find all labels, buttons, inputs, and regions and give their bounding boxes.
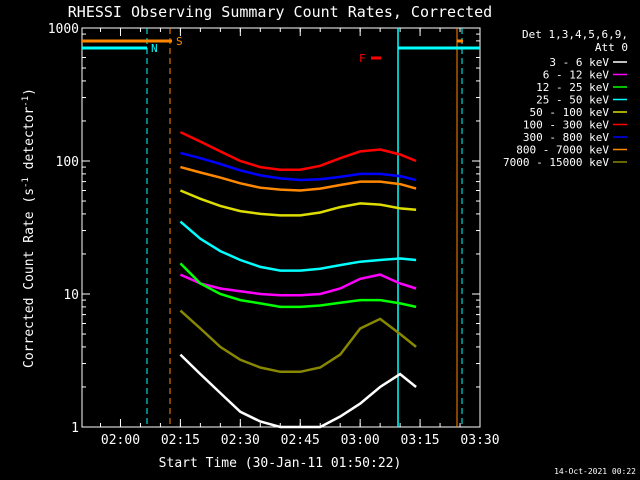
x-tick-label: 02:15 (161, 433, 200, 448)
y-tick-label: 1 (71, 421, 79, 436)
series-line-7 (180, 165, 417, 192)
x-tick-label: 02:45 (281, 433, 320, 448)
legend-label-6: 300 - 800 keV (523, 131, 609, 144)
series-line-8 (179, 309, 417, 374)
legend-title-line2: Att 0 (595, 41, 628, 54)
series-line-3 (179, 220, 417, 272)
legend-label-5: 100 - 300 keV (523, 119, 609, 132)
legend-label-3: 25 - 50 keV (536, 94, 609, 107)
night-marker: N (151, 42, 158, 55)
series-line-2 (179, 262, 417, 309)
x-tick-label: 03:30 (460, 433, 499, 448)
series-line-0 (179, 353, 417, 429)
series-lines (179, 130, 417, 429)
chart-title: RHESSI Observing Summary Count Rates, Co… (68, 3, 492, 21)
series-line-5 (179, 130, 417, 171)
legend-label-7: 800 - 7000 keV (516, 144, 609, 157)
x-tick-label: 02:30 (221, 433, 260, 448)
legend-label-0: 3 - 6 keV (549, 56, 609, 69)
y-tick-label: 100 (56, 155, 79, 170)
series-line-4 (179, 189, 417, 217)
legend-title-line1: Det 1,3,4,5,6,9, (522, 28, 628, 41)
y-tick-label: 1000 (48, 22, 79, 37)
x-tick-label: 03:00 (341, 433, 380, 448)
x-axis: 02:00 02:15 02:30 02:45 03:00 03:15 03:30 (100, 28, 500, 448)
y-axis: 1 10 100 1000 (48, 22, 480, 436)
legend-label-1: 6 - 12 keV (543, 69, 610, 82)
series-line-1 (179, 273, 417, 297)
x-tick-label: 02:00 (101, 433, 140, 448)
saa-marker: S (176, 35, 183, 48)
timestamp-footer: 14-Oct-2021 00:22 (554, 467, 636, 476)
legend-label-4: 50 - 100 keV (530, 106, 610, 119)
x-tick-label: 03:15 (401, 433, 440, 448)
flare-marker: F (359, 52, 366, 65)
series-line-6 (180, 151, 417, 182)
x-axis-label: Start Time (30-Jan-11 01:50:22) (159, 456, 402, 471)
legend-label-8: 7000 - 15000 keV (503, 156, 609, 169)
y-axis-label: Corrected Count Rate (s-1 detector-1) (21, 88, 37, 368)
legend-label-2: 12 - 25 keV (536, 81, 609, 94)
y-tick-label: 10 (63, 288, 79, 303)
